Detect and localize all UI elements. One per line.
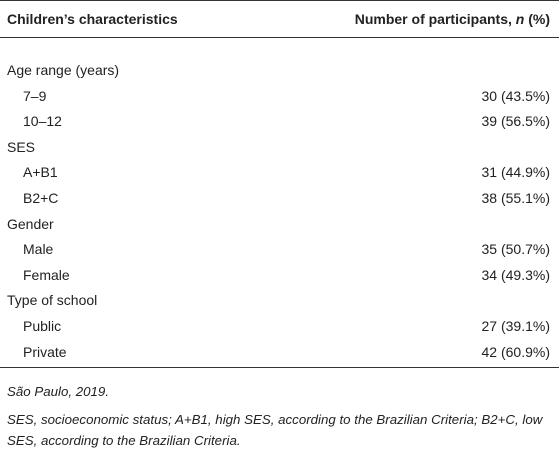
row-value: 30 (43.5%): [481, 87, 550, 104]
row-value: 34 (49.3%): [481, 266, 550, 283]
data-row: B2+C 38 (55.1%): [0, 185, 559, 211]
row-label: 10–12: [23, 113, 62, 130]
row-label: Public: [23, 318, 62, 334]
header-text: (%): [524, 11, 550, 27]
section-label: Age range (years): [7, 62, 120, 78]
table-rule: [0, 367, 559, 368]
row-value: 35 (50.7%): [481, 241, 550, 258]
row-value: 38 (55.1%): [481, 190, 550, 206]
header-text: Number of participants,: [354, 11, 516, 27]
data-row: Male 35 (50.7%): [0, 236, 559, 262]
row-label: A+B1: [23, 164, 58, 181]
section-row: Gender: [0, 211, 559, 237]
data-row: Public 27 (39.1%): [0, 313, 559, 339]
row-label: 7–9: [23, 87, 47, 104]
header-cell: Number of participants, n (%): [355, 1, 550, 37]
section-row: Type of school: [0, 287, 559, 313]
header-row: Children’s characteristics Number of par…: [0, 0, 559, 38]
section-row: SES: [0, 134, 559, 160]
data-row: Female 34 (49.3%): [0, 262, 559, 288]
row-label: B2+C: [23, 190, 59, 206]
section-label: SES: [7, 138, 36, 155]
data-row: 7–9 30 (43.5%): [0, 83, 559, 109]
row-value: 42 (60.9%): [481, 343, 550, 360]
section-label: Gender: [7, 215, 54, 232]
row-value: 27 (39.1%): [481, 318, 550, 334]
data-row: A+B1 31 (44.9%): [0, 159, 559, 185]
row-label: Male: [23, 241, 54, 258]
footnote: São Paulo, 2019.: [7, 384, 110, 399]
row-label: Female: [23, 266, 70, 283]
section-row: Age range (years): [0, 57, 559, 83]
data-row: Private 42 (60.9%): [0, 339, 559, 365]
row-value: 39 (56.5%): [481, 113, 550, 130]
footnote: SES, socioeconomic status; A+B1, high SE…: [7, 412, 543, 448]
header-cell: Children’s characteristics: [7, 11, 178, 27]
section-label: Type of school: [7, 292, 98, 309]
header-italic: n: [515, 11, 525, 27]
row-label: Private: [23, 343, 67, 360]
data-row: 10–12 39 (56.5%): [0, 108, 559, 134]
row-value: 31 (44.9%): [481, 164, 550, 181]
